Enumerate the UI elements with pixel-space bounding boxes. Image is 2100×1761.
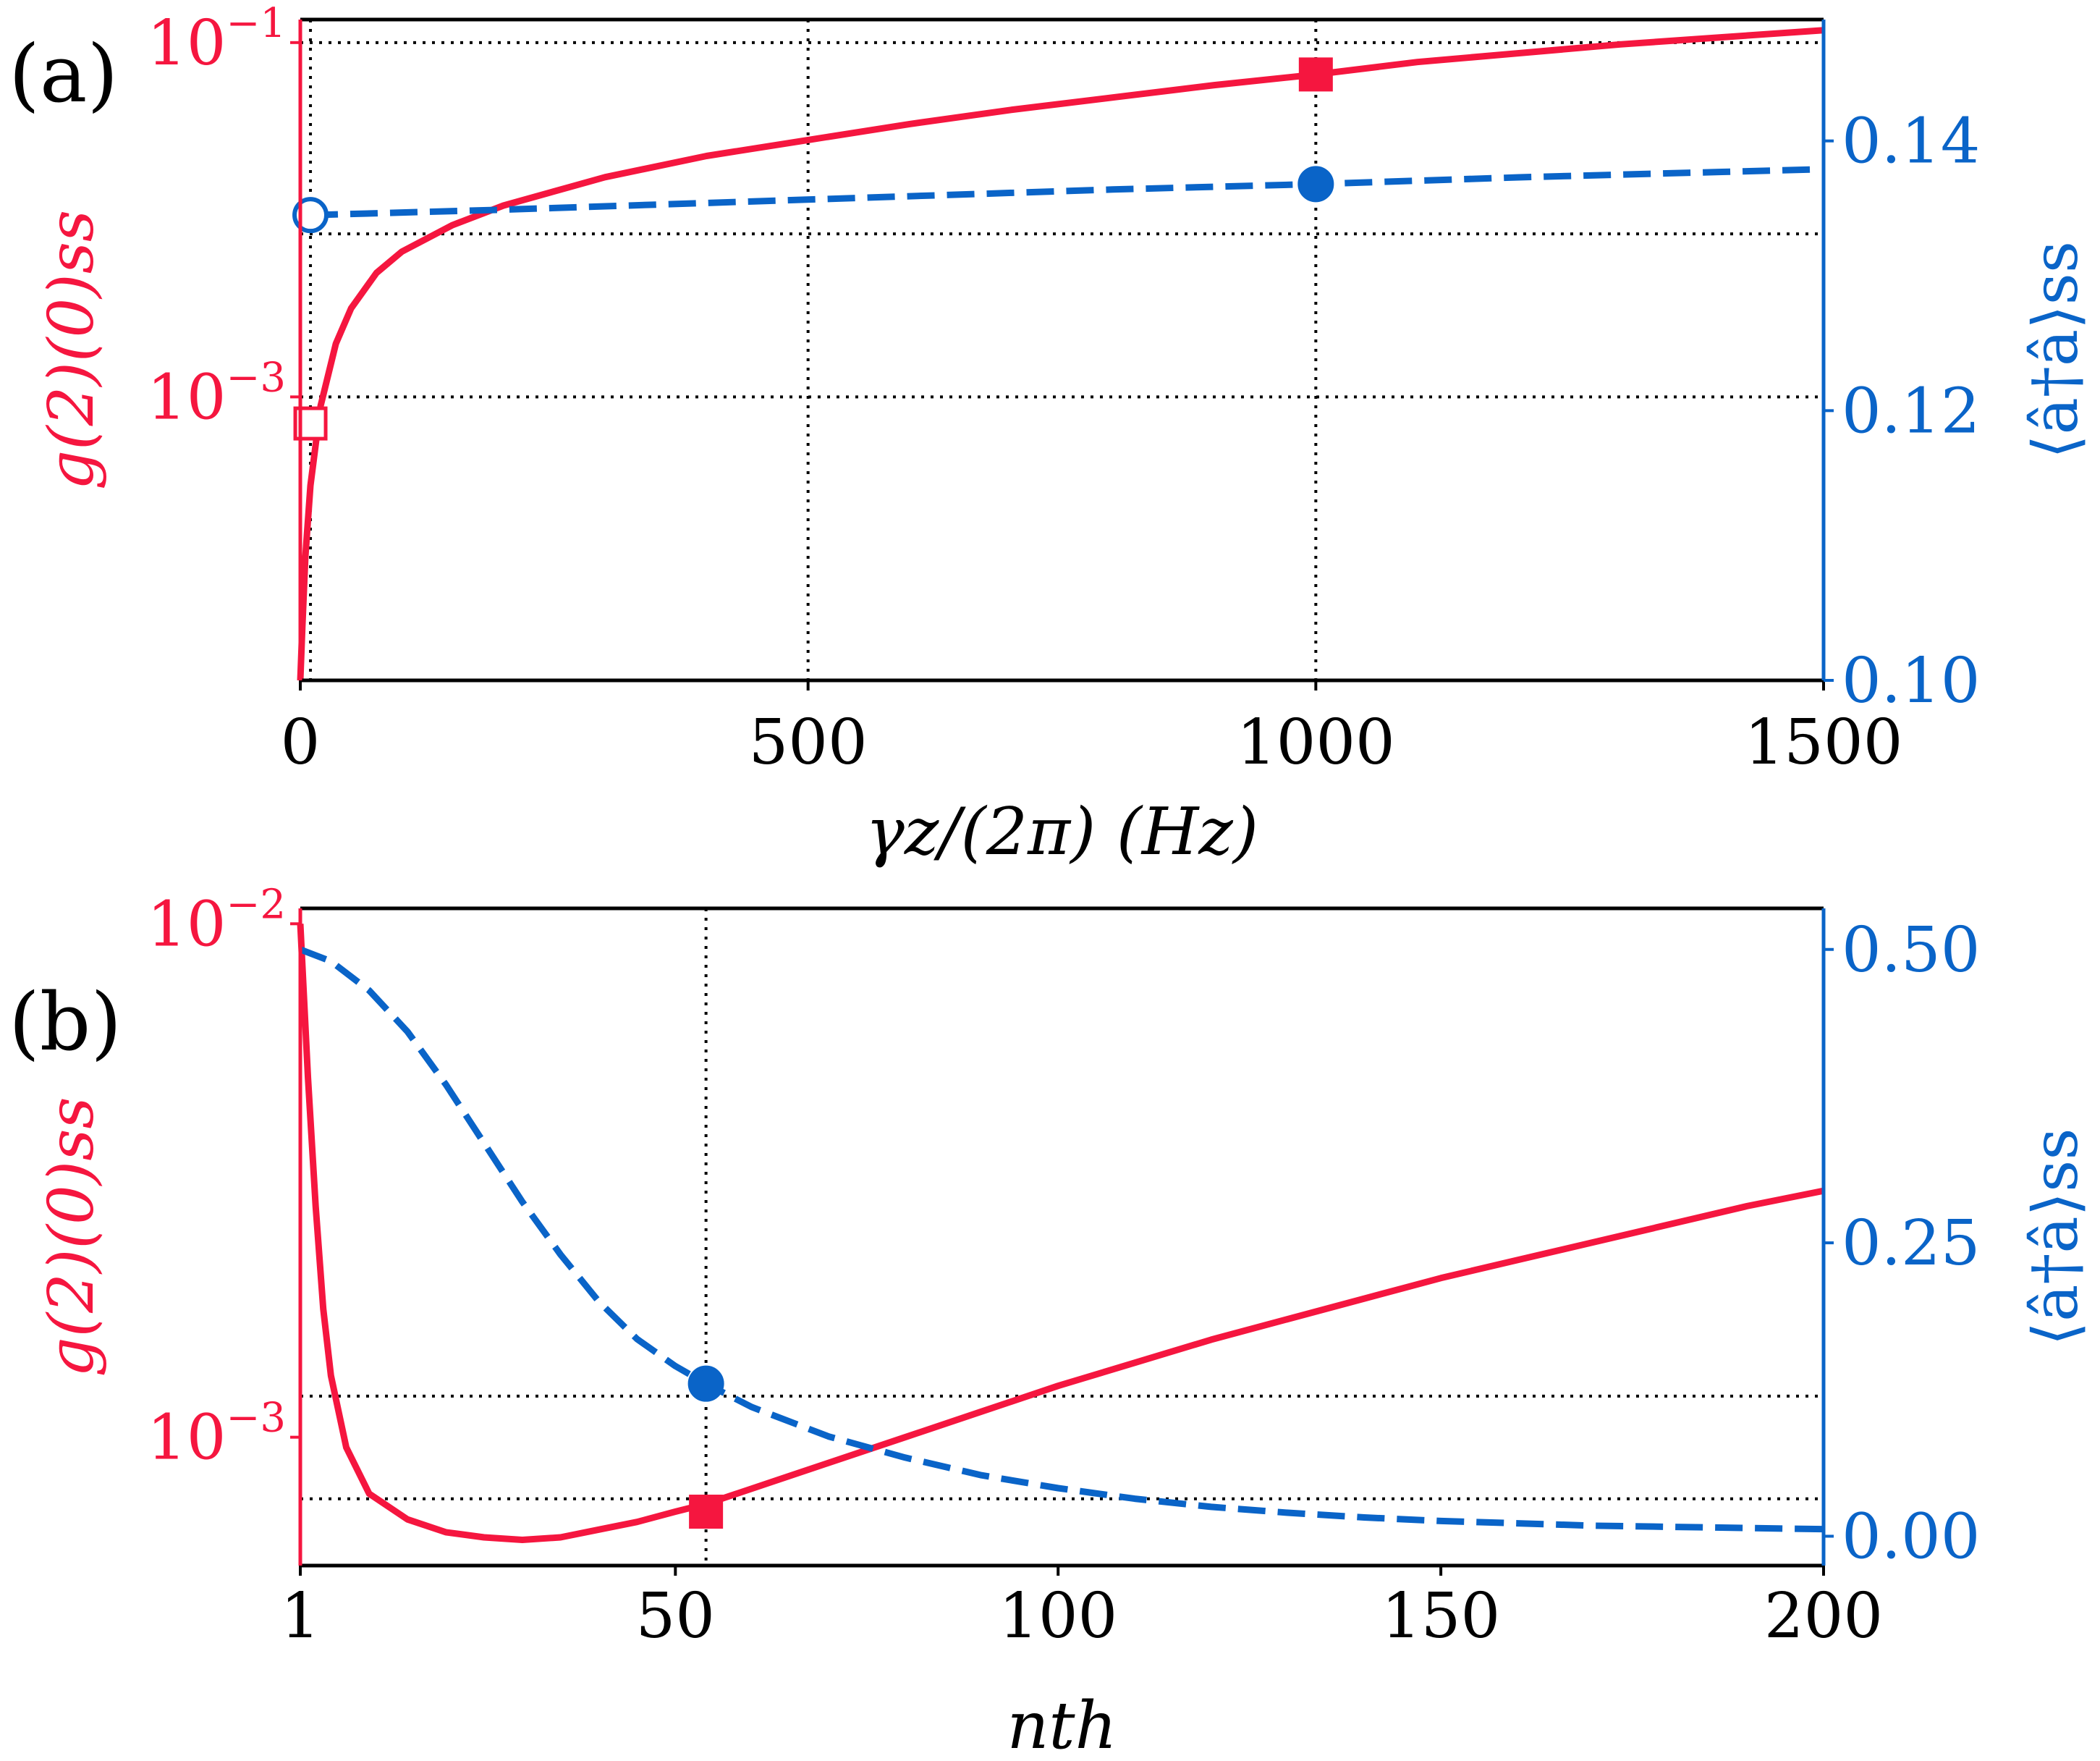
panel-label: (b) [9,976,122,1068]
left-axis-label: g(2)(0)ss [35,1097,108,1377]
photon-number-series-line [310,166,1824,219]
x-tick-label: 1 [281,1580,321,1652]
x-tick-label: 100 [999,1580,1117,1652]
x-tick-label: 500 [749,706,868,779]
right-tick-label: 0.14 [1842,106,1980,178]
left-tick-label: 10−1 [147,0,286,80]
left-tick-label: 10−2 [147,881,286,960]
left-tick-label: 10−3 [147,1395,286,1474]
x-axis-label: nth [1007,1688,1117,1761]
right-tick-label: 0.00 [1842,1500,1980,1573]
circle-marker [1297,166,1334,203]
photon-number-series-line [299,946,1824,1533]
right-tick-label: 0.12 [1842,375,1980,447]
x-tick-label: 1500 [1745,706,1903,779]
left-axis-label: g(2)(0)ss [35,210,108,490]
x-tick-label: 200 [1764,1580,1883,1652]
x-tick-label: 1000 [1237,706,1395,779]
g2-series-line [297,924,1824,1543]
x-tick-label: 0 [281,706,321,779]
left-tick-label: 10−3 [147,354,286,434]
square-marker [1298,57,1333,92]
panel-b: 1 50 100 150 20010−210−30.000.250.50g(2)(0)s… [9,881,2092,1761]
right-axis-label: ⟨â†â⟩ss [2020,1128,2092,1346]
right-axis-label: ⟨â†â⟩ss [2020,241,2092,459]
circle-marker [292,197,329,234]
square-marker [689,1495,724,1529]
circle-marker [687,1365,724,1402]
x-axis-label: γz/(2π) (Hz) [865,794,1258,870]
g2-series-line [297,27,1824,681]
x-tick-label: 50 [636,1580,715,1652]
right-tick-label: 0.25 [1842,1207,1980,1280]
x-tick-label: 150 [1381,1580,1500,1652]
panel-a: 0 500 1000 1500 10−1 10−3 0.10 0.12 0.14 g(2)(0)s… [9,0,2092,870]
right-tick-label: 0.50 [1842,914,1980,987]
panel-label: (a) [9,28,118,120]
right-tick-label: 0.10 [1842,645,1980,717]
